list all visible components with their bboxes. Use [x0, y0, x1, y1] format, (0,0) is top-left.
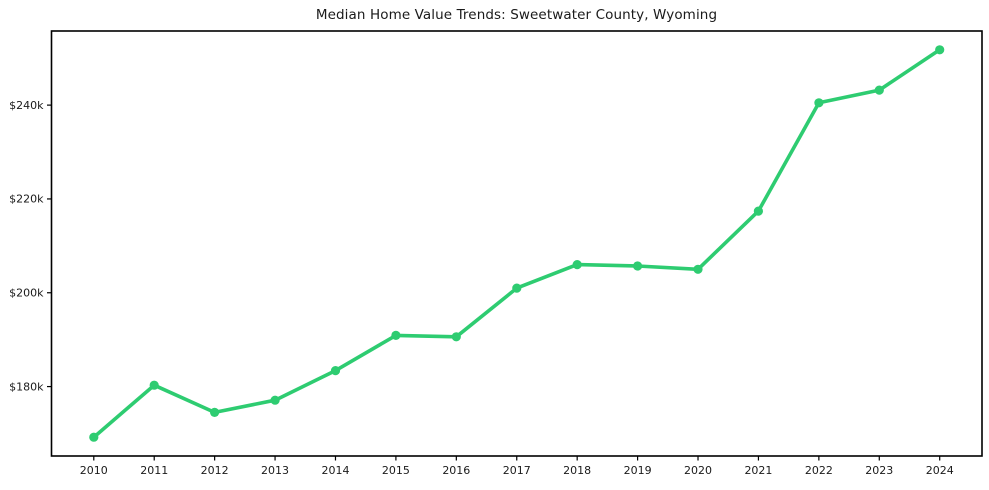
x-tick-label: 2021	[744, 464, 772, 477]
x-tick-label: 2019	[624, 464, 652, 477]
data-point-2012	[210, 407, 220, 417]
data-point-2013	[270, 395, 280, 405]
x-tick-label: 2014	[321, 464, 349, 477]
y-tick-label: $240k	[9, 99, 44, 112]
data-point-2017	[512, 283, 522, 293]
x-tick-label: 2011	[140, 464, 168, 477]
x-tick-label: 2016	[442, 464, 470, 477]
y-tick-label: $200k	[9, 287, 44, 300]
x-tick-label: 2023	[865, 464, 893, 477]
data-point-2016	[451, 332, 461, 342]
data-point-2020	[693, 264, 703, 274]
chart-title: Median Home Value Trends: Sweetwater Cou…	[315, 7, 718, 23]
data-point-2023	[874, 85, 884, 95]
x-tick-label: 2017	[503, 464, 531, 477]
x-tick-label: 2012	[201, 464, 229, 477]
data-point-2024	[935, 45, 945, 55]
data-point-2019	[633, 261, 643, 271]
x-tick-label: 2022	[805, 464, 833, 477]
data-point-2010	[89, 432, 99, 442]
x-tick-label: 2013	[261, 464, 289, 477]
data-point-2015	[391, 330, 401, 340]
y-tick-label: $180k	[9, 380, 44, 393]
plot-area-border	[50, 30, 983, 457]
x-tick-label: 2024	[926, 464, 954, 477]
data-point-2011	[149, 380, 159, 390]
x-tick-label: 2018	[563, 464, 591, 477]
data-point-2014	[330, 366, 341, 376]
data-point-2022	[814, 98, 824, 108]
y-tick-label: $220k	[9, 193, 44, 206]
x-tick-label: 2020	[684, 464, 712, 477]
data-point-2018	[572, 260, 582, 270]
x-tick-label: 2015	[382, 464, 410, 477]
data-point-2021	[753, 206, 764, 216]
x-tick-label: 2010	[80, 464, 108, 477]
